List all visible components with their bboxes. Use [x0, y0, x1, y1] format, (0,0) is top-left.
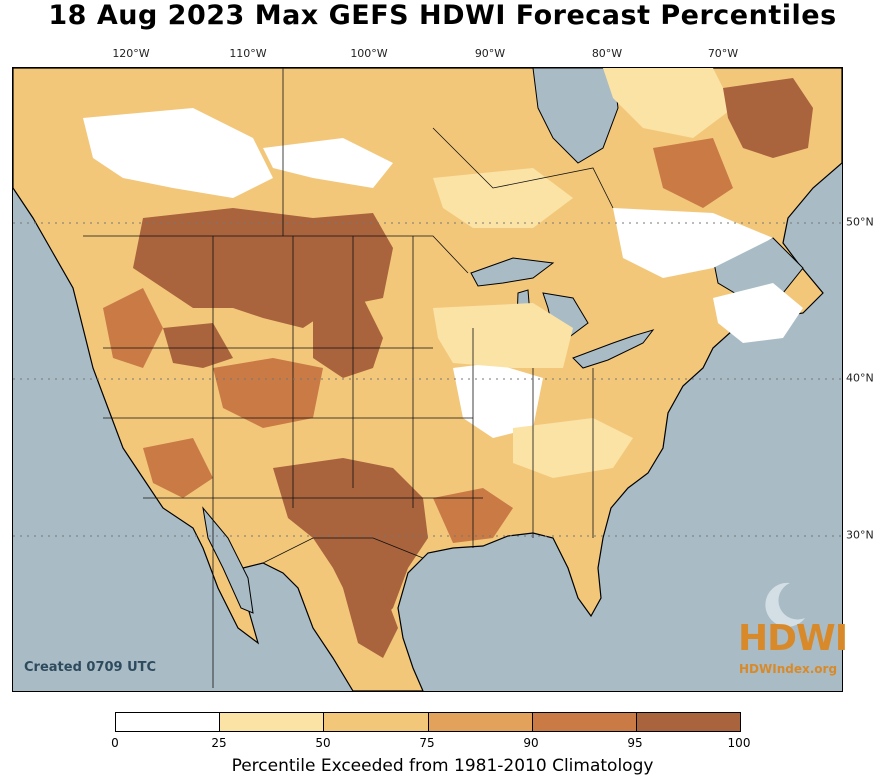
lat-label-50n: 50°N — [846, 215, 874, 229]
colorbar-tick-label: 90 — [523, 736, 539, 750]
graticule — [13, 222, 842, 537]
lon-label-110w: 110°W — [229, 47, 267, 60]
lake-erie-ontario — [572, 329, 655, 369]
colorbar-segment — [219, 713, 324, 731]
gulf-of-california — [202, 506, 254, 614]
colorbar-segment — [635, 713, 741, 731]
colorbar-segment — [531, 713, 636, 731]
colorbar-segment — [323, 713, 428, 731]
hdwi-logo: HDWI — [738, 618, 848, 659]
map-canvas — [13, 68, 842, 691]
colorbar-segment — [427, 713, 532, 731]
colorbar-tick-label: 75 — [419, 736, 435, 750]
colorbar-title: Percentile Exceeded from 1981-2010 Clima… — [231, 756, 654, 776]
forecast-map — [12, 67, 843, 692]
lat-label-40n: 40°N — [846, 371, 874, 385]
colorbar-tick-label: 100 — [727, 736, 751, 750]
lon-label-90w: 90°W — [474, 47, 506, 60]
light-percentile-areas — [433, 68, 733, 478]
logo-moon-icon — [765, 582, 805, 627]
extreme-percentile-areas — [133, 78, 813, 658]
colorbar-tick-label: 95 — [627, 736, 643, 750]
lake-superior — [470, 257, 555, 287]
lat-label-30n: 30°N — [846, 528, 874, 542]
low-percentile-areas — [83, 108, 803, 438]
created-timestamp: Created 0709 UTC — [24, 660, 157, 675]
colorbar-tick-label: 50 — [315, 736, 331, 750]
political-boundaries — [83, 68, 614, 688]
lon-label-70w: 70°W — [707, 47, 739, 60]
colorbar-tick-label: 0 — [111, 736, 119, 750]
lon-label-100w: 100°W — [350, 47, 388, 60]
colorbar-tick-label: 25 — [211, 736, 227, 750]
colorbar-segment — [116, 713, 220, 731]
lon-label-80w: 80°W — [591, 47, 623, 60]
hdwi-logo-url: HDWIndex.org — [739, 662, 838, 676]
colorbar — [115, 712, 741, 732]
lon-label-120w: 120°W — [112, 47, 150, 60]
map-title: 18 Aug 2023 Max GEFS HDWI Forecast Perce… — [48, 0, 837, 31]
